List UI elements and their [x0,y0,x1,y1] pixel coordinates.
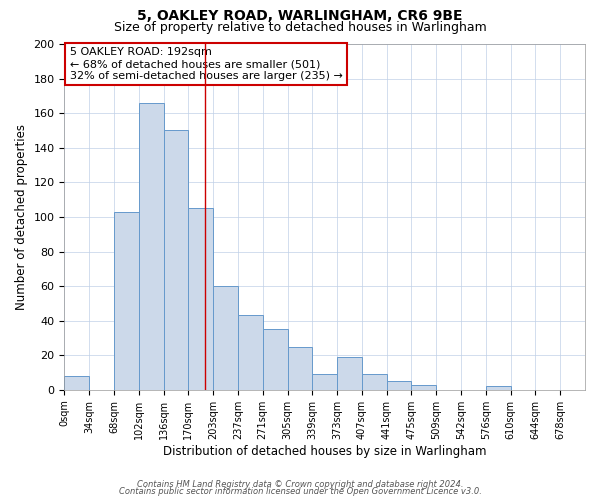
Bar [386,381,412,390]
Bar [287,346,313,390]
Bar [114,212,139,390]
Text: Size of property relative to detached houses in Warlingham: Size of property relative to detached ho… [113,21,487,34]
Bar [337,357,362,390]
Bar [412,384,436,390]
Bar [486,386,511,390]
Text: Contains HM Land Registry data © Crown copyright and database right 2024.: Contains HM Land Registry data © Crown c… [137,480,463,489]
Bar [362,374,386,390]
Text: 5 OAKLEY ROAD: 192sqm
← 68% of detached houses are smaller (501)
32% of semi-det: 5 OAKLEY ROAD: 192sqm ← 68% of detached … [70,48,343,80]
Bar [213,286,238,390]
Bar [64,376,89,390]
Bar [139,103,164,390]
Bar [188,208,213,390]
Text: Contains public sector information licensed under the Open Government Licence v3: Contains public sector information licen… [119,487,481,496]
Bar [263,330,287,390]
X-axis label: Distribution of detached houses by size in Warlingham: Distribution of detached houses by size … [163,444,487,458]
Bar [238,316,263,390]
Y-axis label: Number of detached properties: Number of detached properties [15,124,28,310]
Bar [164,130,188,390]
Text: 5, OAKLEY ROAD, WARLINGHAM, CR6 9BE: 5, OAKLEY ROAD, WARLINGHAM, CR6 9BE [137,9,463,23]
Bar [313,374,337,390]
